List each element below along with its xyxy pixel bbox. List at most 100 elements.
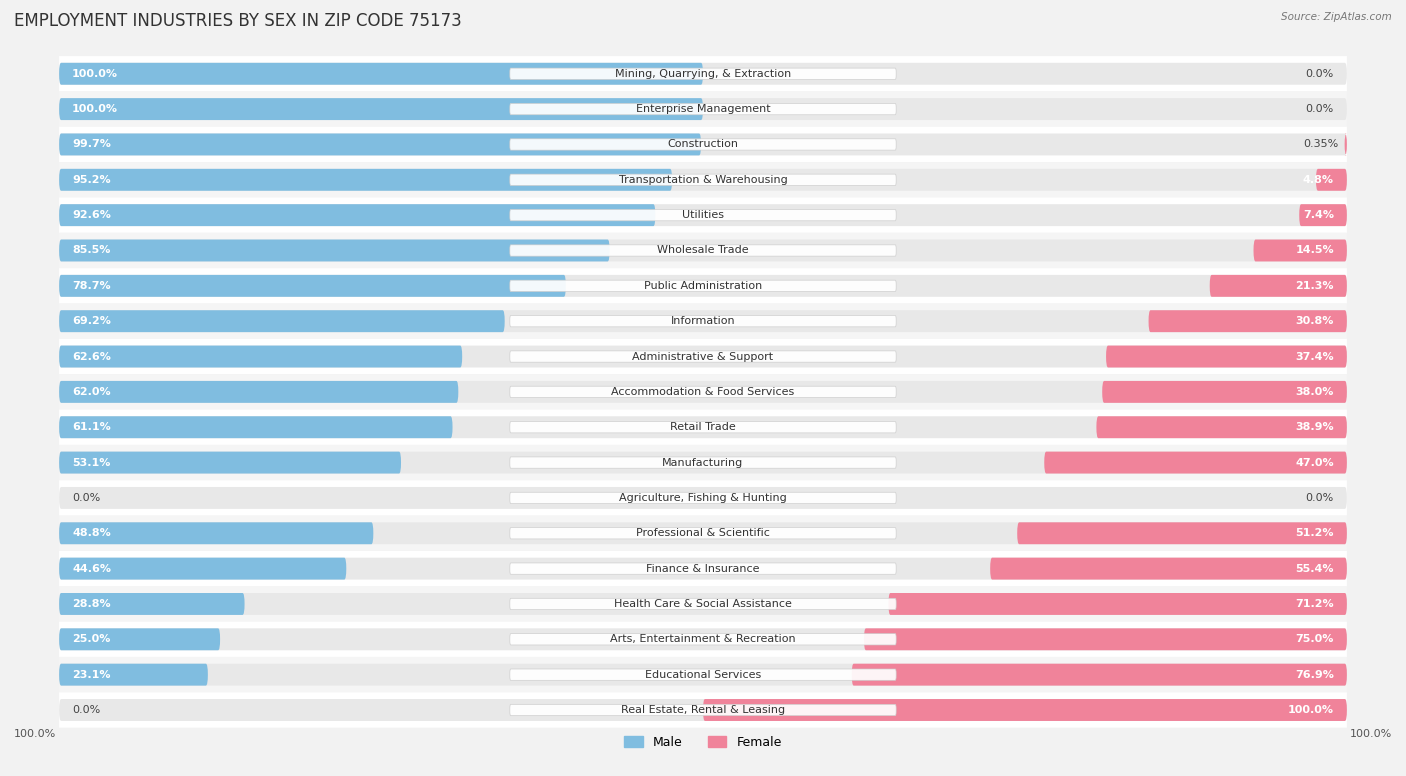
FancyBboxPatch shape — [59, 240, 610, 262]
Text: Arts, Entertainment & Recreation: Arts, Entertainment & Recreation — [610, 634, 796, 644]
FancyBboxPatch shape — [59, 98, 703, 120]
Text: Public Administration: Public Administration — [644, 281, 762, 291]
Text: 38.9%: 38.9% — [1295, 422, 1334, 432]
Text: 78.7%: 78.7% — [72, 281, 111, 291]
Text: 95.2%: 95.2% — [72, 175, 111, 185]
FancyBboxPatch shape — [1299, 204, 1347, 226]
FancyBboxPatch shape — [510, 210, 896, 221]
FancyBboxPatch shape — [1344, 133, 1347, 155]
FancyBboxPatch shape — [59, 487, 1347, 509]
Text: Agriculture, Fishing & Hunting: Agriculture, Fishing & Hunting — [619, 493, 787, 503]
Text: 100.0%: 100.0% — [72, 69, 118, 78]
FancyBboxPatch shape — [510, 705, 896, 715]
Text: Construction: Construction — [668, 140, 738, 150]
Text: 69.2%: 69.2% — [72, 316, 111, 326]
Text: 48.8%: 48.8% — [72, 528, 111, 539]
Text: 0.0%: 0.0% — [72, 493, 100, 503]
FancyBboxPatch shape — [59, 416, 1347, 438]
FancyBboxPatch shape — [510, 492, 896, 504]
FancyBboxPatch shape — [59, 381, 1347, 403]
Text: Manufacturing: Manufacturing — [662, 458, 744, 468]
Text: 51.2%: 51.2% — [1295, 528, 1334, 539]
FancyBboxPatch shape — [510, 280, 896, 292]
Text: 28.8%: 28.8% — [72, 599, 111, 609]
FancyBboxPatch shape — [59, 522, 1347, 544]
FancyBboxPatch shape — [1017, 522, 1347, 544]
FancyBboxPatch shape — [1045, 452, 1347, 473]
FancyBboxPatch shape — [510, 103, 896, 115]
Text: 47.0%: 47.0% — [1295, 458, 1334, 468]
FancyBboxPatch shape — [990, 558, 1347, 580]
FancyBboxPatch shape — [59, 169, 672, 191]
Text: 37.4%: 37.4% — [1295, 352, 1334, 362]
FancyBboxPatch shape — [59, 197, 1347, 233]
Text: Finance & Insurance: Finance & Insurance — [647, 563, 759, 573]
FancyBboxPatch shape — [510, 634, 896, 645]
FancyBboxPatch shape — [1316, 169, 1347, 191]
FancyBboxPatch shape — [59, 452, 401, 473]
FancyBboxPatch shape — [59, 480, 1347, 515]
FancyBboxPatch shape — [852, 663, 1347, 686]
FancyBboxPatch shape — [59, 515, 1347, 551]
FancyBboxPatch shape — [59, 522, 374, 544]
FancyBboxPatch shape — [59, 133, 1347, 155]
Text: Enterprise Management: Enterprise Management — [636, 104, 770, 114]
Text: 76.9%: 76.9% — [1295, 670, 1334, 680]
Text: Educational Services: Educational Services — [645, 670, 761, 680]
Text: EMPLOYMENT INDUSTRIES BY SEX IN ZIP CODE 75173: EMPLOYMENT INDUSTRIES BY SEX IN ZIP CODE… — [14, 12, 461, 29]
FancyBboxPatch shape — [59, 657, 1347, 692]
FancyBboxPatch shape — [59, 275, 565, 296]
FancyBboxPatch shape — [59, 452, 1347, 473]
Text: 75.0%: 75.0% — [1295, 634, 1334, 644]
Text: 100.0%: 100.0% — [1350, 729, 1392, 740]
FancyBboxPatch shape — [59, 204, 1347, 226]
FancyBboxPatch shape — [59, 345, 463, 368]
Text: 99.7%: 99.7% — [72, 140, 111, 150]
FancyBboxPatch shape — [59, 310, 1347, 332]
Text: 61.1%: 61.1% — [72, 422, 111, 432]
Text: 100.0%: 100.0% — [1288, 705, 1334, 715]
Text: 21.3%: 21.3% — [1295, 281, 1334, 291]
Text: 62.6%: 62.6% — [72, 352, 111, 362]
Text: 30.8%: 30.8% — [1295, 316, 1334, 326]
FancyBboxPatch shape — [1209, 275, 1347, 296]
FancyBboxPatch shape — [510, 174, 896, 185]
Text: Information: Information — [671, 316, 735, 326]
FancyBboxPatch shape — [59, 593, 1347, 615]
Text: 23.1%: 23.1% — [72, 670, 111, 680]
FancyBboxPatch shape — [59, 381, 458, 403]
Text: Health Care & Social Assistance: Health Care & Social Assistance — [614, 599, 792, 609]
FancyBboxPatch shape — [510, 598, 896, 610]
FancyBboxPatch shape — [510, 669, 896, 681]
FancyBboxPatch shape — [59, 233, 1347, 268]
Text: Professional & Scientific: Professional & Scientific — [636, 528, 770, 539]
Text: 0.0%: 0.0% — [1306, 104, 1334, 114]
Text: Mining, Quarrying, & Extraction: Mining, Quarrying, & Extraction — [614, 69, 792, 78]
Text: 0.35%: 0.35% — [1303, 140, 1339, 150]
FancyBboxPatch shape — [59, 699, 1347, 721]
Text: 92.6%: 92.6% — [72, 210, 111, 220]
FancyBboxPatch shape — [59, 629, 221, 650]
FancyBboxPatch shape — [59, 126, 1347, 162]
Text: 14.5%: 14.5% — [1295, 245, 1334, 255]
FancyBboxPatch shape — [59, 663, 208, 686]
FancyBboxPatch shape — [863, 629, 1347, 650]
FancyBboxPatch shape — [59, 622, 1347, 657]
FancyBboxPatch shape — [59, 587, 1347, 622]
FancyBboxPatch shape — [59, 240, 1347, 262]
FancyBboxPatch shape — [510, 351, 896, 362]
Text: 100.0%: 100.0% — [72, 104, 118, 114]
FancyBboxPatch shape — [510, 421, 896, 433]
Text: Retail Trade: Retail Trade — [671, 422, 735, 432]
Text: 55.4%: 55.4% — [1295, 563, 1334, 573]
FancyBboxPatch shape — [59, 410, 1347, 445]
Text: 38.0%: 38.0% — [1295, 387, 1334, 397]
FancyBboxPatch shape — [59, 663, 1347, 686]
FancyBboxPatch shape — [1254, 240, 1347, 262]
FancyBboxPatch shape — [59, 162, 1347, 197]
Text: 0.0%: 0.0% — [72, 705, 100, 715]
FancyBboxPatch shape — [1107, 345, 1347, 368]
FancyBboxPatch shape — [889, 593, 1347, 615]
FancyBboxPatch shape — [59, 56, 1347, 92]
Text: Accommodation & Food Services: Accommodation & Food Services — [612, 387, 794, 397]
